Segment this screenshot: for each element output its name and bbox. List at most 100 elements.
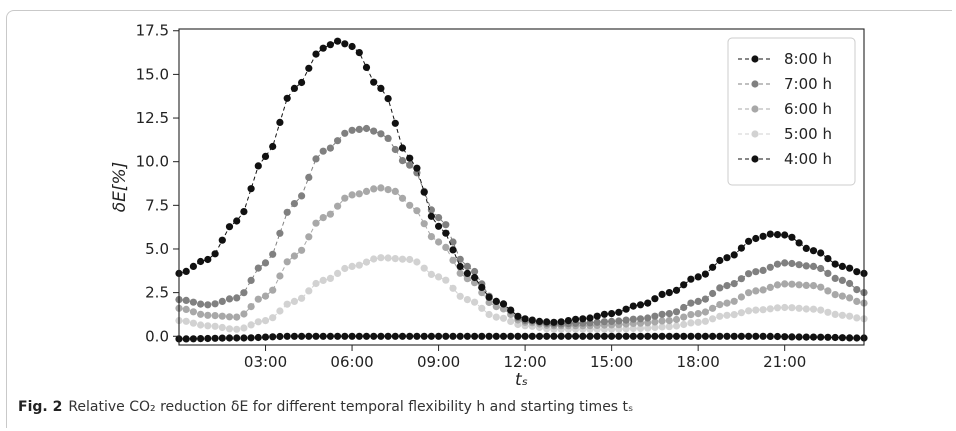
data-point: [355, 190, 363, 198]
data-point: [211, 300, 219, 308]
data-point: [420, 220, 428, 228]
series-line: [178, 187, 865, 327]
data-point: [651, 295, 659, 303]
figure-frame: [6, 10, 952, 428]
data-point: [225, 334, 234, 342]
data-point: [319, 44, 327, 52]
data-point: [723, 282, 731, 290]
data-point: [384, 186, 392, 194]
data-point: [802, 305, 810, 313]
data-point: [276, 307, 284, 315]
data-point: [269, 250, 277, 258]
data-point: [398, 255, 407, 263]
data-point: [471, 279, 479, 287]
y-tick-label: 7.5: [145, 196, 169, 214]
data-point: [853, 334, 861, 342]
data-point: [672, 286, 681, 294]
x-tick-label: 12:00: [503, 353, 546, 371]
data-point: [651, 332, 659, 340]
data-point: [233, 334, 241, 342]
data-point: [687, 319, 695, 327]
data-point: [528, 332, 536, 340]
data-point: [629, 332, 637, 340]
data-point: [752, 306, 760, 314]
data-point: [298, 246, 306, 254]
data-point: [665, 310, 673, 318]
y-tick-label: 10.0: [136, 153, 169, 171]
data-point: [197, 335, 205, 343]
data-point: [636, 315, 645, 323]
data-point: [435, 238, 443, 246]
data-point: [305, 287, 313, 295]
data-point: [514, 312, 522, 320]
data-point: [759, 286, 767, 294]
data-point: [651, 323, 659, 332]
data-point: [831, 260, 839, 268]
data-point: [492, 332, 500, 340]
data-point: [535, 317, 544, 325]
data-point: [535, 332, 544, 340]
data-point: [795, 239, 803, 247]
data-point: [348, 262, 356, 270]
data-point: [298, 294, 306, 302]
legend: 8:00 h 7:00 h 6:00 h 5:00 h 4:00 h: [727, 37, 856, 186]
data-point: [334, 137, 342, 145]
data-point: [471, 332, 479, 340]
data-point: [312, 219, 320, 227]
data-point: [564, 317, 573, 325]
data-point: [615, 308, 623, 316]
caption-label: Fig. 2: [18, 399, 63, 415]
data-point: [406, 255, 414, 264]
legend-entry: 5:00 h: [738, 125, 832, 143]
data-point: [225, 325, 234, 333]
legend-marker: [751, 55, 759, 63]
data-point: [254, 333, 262, 342]
data-point: [420, 332, 428, 340]
data-point: [615, 317, 623, 325]
data-point: [312, 155, 320, 163]
data-point: [189, 319, 197, 327]
data-point: [665, 323, 673, 331]
data-point: [629, 324, 637, 333]
data-point: [225, 313, 234, 321]
data-point: [737, 244, 746, 252]
data-point: [543, 332, 551, 340]
data-point: [716, 301, 724, 309]
data-point: [391, 255, 399, 263]
data-point: [334, 269, 342, 277]
data-point: [608, 310, 616, 318]
data-point: [759, 232, 767, 240]
data-point: [644, 324, 652, 332]
data-point: [730, 297, 738, 305]
data-point: [377, 84, 385, 92]
data-point: [557, 332, 565, 340]
data-point: [579, 315, 587, 323]
data-point: [485, 293, 493, 301]
data-point: [384, 254, 392, 262]
data-point: [406, 332, 414, 340]
data-point: [290, 200, 298, 208]
data-point: [326, 274, 334, 282]
data-point: [687, 299, 695, 307]
y-axis-label: δE[%]: [110, 162, 130, 213]
data-point: [442, 332, 450, 340]
data-point: [341, 332, 349, 340]
legend-label: 4:00 h: [784, 150, 832, 168]
data-point: [384, 95, 392, 103]
data-point: [795, 333, 803, 341]
data-point: [341, 264, 349, 273]
data-point: [795, 261, 803, 269]
data-point: [485, 310, 493, 319]
data-point: [427, 332, 435, 340]
data-point: [398, 144, 407, 152]
data-point: [197, 257, 205, 266]
data-point: [665, 289, 673, 297]
data-point: [355, 261, 363, 269]
data-point: [182, 296, 190, 304]
data-point: [247, 303, 255, 311]
data-point: [788, 280, 796, 288]
data-point: [802, 262, 810, 270]
data-point: [745, 237, 753, 245]
data-point: [636, 324, 645, 332]
data-point: [233, 313, 241, 321]
